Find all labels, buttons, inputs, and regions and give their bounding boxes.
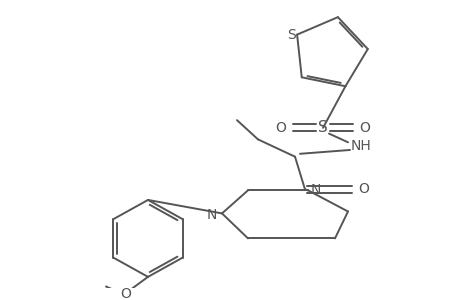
Text: O: O (358, 182, 369, 197)
Text: S: S (318, 120, 327, 135)
Text: N: N (310, 183, 320, 197)
Text: O: O (275, 121, 286, 135)
Text: N: N (207, 208, 217, 222)
Text: O: O (359, 121, 369, 135)
Text: S: S (286, 28, 295, 42)
Text: NH: NH (350, 139, 370, 153)
Text: O: O (120, 287, 131, 300)
